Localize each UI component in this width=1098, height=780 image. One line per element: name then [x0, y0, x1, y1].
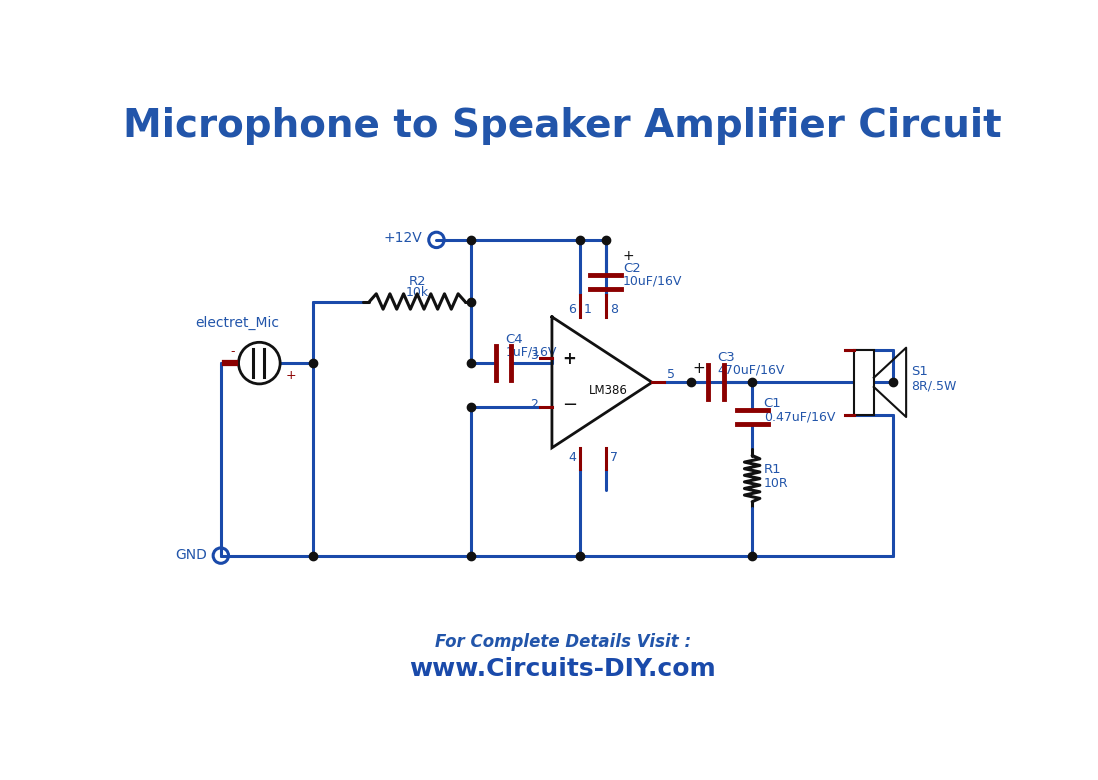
Text: 0.47uF/16V: 0.47uF/16V: [764, 410, 836, 424]
Text: www.Circuits-DIY.com: www.Circuits-DIY.com: [410, 657, 716, 681]
Text: S1: S1: [910, 365, 928, 378]
Text: +: +: [285, 369, 296, 382]
Text: C1: C1: [764, 397, 782, 410]
Text: C2: C2: [623, 262, 640, 275]
Text: +: +: [693, 361, 705, 376]
Text: For Complete Details Visit :: For Complete Details Visit :: [435, 633, 691, 651]
Text: +: +: [623, 249, 635, 263]
Text: LM386: LM386: [589, 384, 628, 396]
Text: 470uF/16V: 470uF/16V: [717, 364, 785, 377]
Text: 6: 6: [568, 303, 575, 316]
Text: 8: 8: [610, 303, 618, 316]
Text: 5: 5: [668, 368, 675, 381]
Bar: [854, 350, 874, 415]
Text: R2: R2: [408, 275, 426, 289]
Text: -: -: [231, 345, 235, 358]
Text: electret_Mic: electret_Mic: [195, 316, 279, 330]
Text: GND: GND: [175, 548, 208, 562]
Text: 1uF/16V: 1uF/16V: [506, 346, 557, 359]
Text: C4: C4: [506, 333, 524, 346]
Text: 2: 2: [530, 398, 538, 411]
Text: +12V: +12V: [384, 232, 423, 246]
Text: 1: 1: [583, 303, 592, 316]
Text: 10k: 10k: [405, 286, 428, 300]
Text: 10R: 10R: [764, 477, 788, 490]
Text: R1: R1: [764, 463, 782, 476]
Text: −: −: [562, 396, 578, 414]
Text: 8R/.5W: 8R/.5W: [910, 380, 956, 392]
Text: 3: 3: [530, 349, 538, 362]
Text: 7: 7: [610, 451, 618, 463]
Text: Microphone to Speaker Amplifier Circuit: Microphone to Speaker Amplifier Circuit: [123, 107, 1002, 145]
Text: 10uF/16V: 10uF/16V: [623, 275, 682, 288]
Text: 4: 4: [568, 451, 575, 463]
Text: +: +: [562, 350, 576, 368]
Text: C3: C3: [717, 351, 736, 363]
